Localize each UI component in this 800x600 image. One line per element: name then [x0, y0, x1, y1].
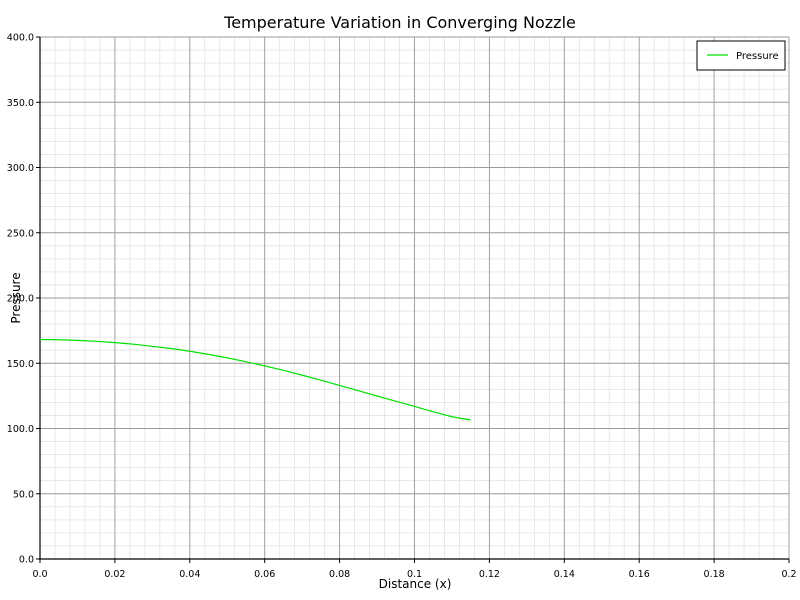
y-tick-label: 150.0	[7, 359, 34, 370]
y-tick-label: 50.0	[13, 489, 34, 500]
x-tick-label: 0.04	[179, 569, 200, 580]
y-tick-label: 0.0	[19, 555, 34, 566]
y-tick-label: 200.0	[7, 294, 34, 305]
x-tick-label: 0.16	[629, 569, 650, 580]
x-tick-label: 0.18	[704, 569, 725, 580]
x-tick-label: 0.2	[781, 569, 796, 580]
y-tick-label: 100.0	[7, 424, 34, 435]
x-tick-label: 0.14	[554, 569, 575, 580]
x-tick-label: 0.12	[479, 569, 500, 580]
tick-labels: 0.0 0.02 0.04 0.06 0.08 0.1 0.12 0.14 0.16 0.18 0.…	[7, 33, 797, 581]
y-axis-label: Pressure	[9, 272, 23, 323]
y-tick-label: 250.0	[7, 228, 34, 239]
x-tick-label: 0.06	[254, 569, 275, 580]
series-layer	[39, 338, 471, 421]
y-tick-label: 350.0	[7, 98, 34, 109]
legend: Pressure	[696, 40, 786, 71]
x-tick-label: 0.02	[104, 569, 125, 580]
x-axis-label: Distance (x)	[379, 577, 452, 591]
x-tick-label: 0.08	[329, 569, 350, 580]
series-line-pressure	[39, 338, 471, 421]
x-tick-label: 0.1	[407, 569, 422, 580]
chart-title: Temperature Variation in Converging Nozz…	[223, 13, 576, 32]
x-tick-label: 0.0	[32, 569, 47, 580]
grid	[39, 36, 790, 560]
y-tick-label: 300.0	[7, 163, 34, 174]
legend-label: Pressure	[736, 51, 779, 62]
y-tick-label: 400.0	[7, 33, 34, 44]
axes	[36, 36, 790, 563]
